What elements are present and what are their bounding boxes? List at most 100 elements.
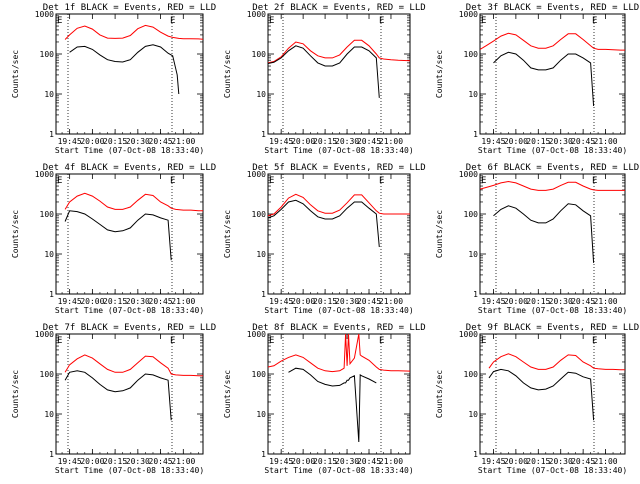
lld-series-line: [268, 39, 410, 64]
panel-title: Det 6f BLACK = Events, RED = LLD: [466, 163, 639, 173]
x-tick-label: 21:00: [379, 137, 403, 146]
y-tick-label: 100: [252, 50, 267, 59]
marker-label-left: E: [57, 176, 62, 186]
y-tick-label: 100: [40, 210, 55, 219]
y-tick-label: 1000: [459, 330, 478, 339]
panel-title: Det 4f BLACK = Events, RED = LLD: [43, 163, 216, 173]
x-axis-label: Start Time (07-Oct-08 18:33:40): [478, 146, 627, 155]
x-tick-label: 20:45: [357, 137, 381, 146]
marker-label-left: E: [269, 16, 274, 26]
y-tick-label: 100: [252, 370, 267, 379]
marker-label-right: E: [592, 16, 597, 26]
x-axis-label: Start Time (07-Oct-08 18:33:40): [478, 466, 627, 475]
y-axis-label: Counts/sec: [11, 370, 20, 418]
marker-label-left: E: [481, 336, 486, 346]
x-tick-label: 20:45: [149, 457, 173, 466]
y-tick-label: 1: [473, 450, 478, 459]
y-tick-label: 100: [464, 210, 479, 219]
lld-series-line: [488, 353, 625, 371]
detector-panel-1: Det 1f BLACK = Events, RED = LLD 1 10 100 10…: [11, 3, 216, 155]
y-tick-label: 1000: [459, 170, 478, 179]
x-tick-label: 20:15: [526, 457, 550, 466]
y-tick-label: 1: [49, 290, 54, 299]
marker-label-right: E: [379, 16, 384, 26]
x-tick-label: 20:00: [80, 457, 104, 466]
plot-frame: [479, 333, 626, 455]
x-tick-label: 20:30: [549, 137, 573, 146]
x-tick-label: 20:45: [571, 297, 595, 306]
x-tick-label: 19:45: [481, 137, 505, 146]
events-series-line: [493, 203, 595, 263]
y-tick-label: 1000: [247, 10, 266, 19]
x-tick-label: 20:30: [126, 457, 150, 466]
marker-label-right: E: [592, 336, 597, 346]
y-tick-label: 1000: [35, 170, 54, 179]
detector-panel-5: Det 5f BLACK = Events, RED = LLD 1 10 100 10…: [223, 163, 426, 315]
y-tick-label: 10: [468, 410, 478, 419]
y-tick-label: 100: [40, 50, 55, 59]
x-axis-label: Start Time (07-Oct-08 18:33:40): [264, 306, 413, 315]
panel-title: Det 5f BLACK = Events, RED = LLD: [252, 163, 425, 173]
x-tick-label: 20:15: [313, 297, 337, 306]
y-tick-label: 100: [464, 50, 479, 59]
x-tick-label: 20:45: [149, 297, 173, 306]
x-tick-label: 20:00: [504, 137, 528, 146]
x-axis-label: Start Time (07-Oct-08 18:33:40): [55, 146, 204, 155]
y-tick-label: 10: [468, 90, 478, 99]
detector-panel-3: Det 3f BLACK = Events, RED = LLD 1 10 100 10…: [435, 3, 639, 155]
x-tick-label: 20:00: [80, 297, 104, 306]
x-tick-label: 19:45: [269, 137, 293, 146]
marker-label-left: E: [57, 336, 62, 346]
detector-panel-9: Det 9f BLACK = Events, RED = LLD 1 10 100 10…: [435, 323, 639, 475]
panel-title: Det 7f BLACK = Events, RED = LLD: [43, 323, 216, 333]
panel-title: Det 9f BLACK = Events, RED = LLD: [466, 323, 639, 333]
x-tick-label: 20:15: [313, 457, 337, 466]
events-series-line: [64, 370, 172, 421]
x-tick-label: 21:00: [171, 137, 195, 146]
y-axis-label: Counts/sec: [223, 210, 232, 258]
y-tick-label: 1: [473, 130, 478, 139]
y-tick-label: 1: [261, 290, 266, 299]
y-tick-label: 1000: [247, 170, 266, 179]
events-series-line: [488, 368, 595, 421]
marker-label-left: E: [481, 176, 486, 186]
x-tick-label: 19:45: [481, 457, 505, 466]
x-tick-label: 19:45: [58, 457, 82, 466]
y-tick-label: 1: [261, 450, 266, 459]
x-axis-label: Start Time (07-Oct-08 18:33:40): [264, 466, 413, 475]
events-series-line: [268, 45, 380, 98]
detector-panel-8: Det 8f BLACK = Events, RED = LLD 1 10 100 10…: [223, 323, 426, 475]
lld-series-line: [64, 24, 203, 40]
x-tick-label: 20:30: [335, 457, 359, 466]
y-tick-label: 10: [256, 410, 266, 419]
marker-label-right: E: [170, 336, 175, 346]
x-tick-label: 19:45: [481, 297, 505, 306]
plot-frame: [267, 333, 411, 455]
x-tick-label: 20:45: [149, 137, 173, 146]
x-tick-label: 21:00: [594, 297, 618, 306]
x-axis-label: Start Time (07-Oct-08 18:33:40): [55, 306, 204, 315]
y-tick-label: 10: [256, 250, 266, 259]
marker-label-left: E: [481, 16, 486, 26]
lld-series-line: [268, 334, 410, 373]
y-axis-label: Counts/sec: [11, 210, 20, 258]
marker-label-right: E: [379, 176, 384, 186]
x-tick-label: 20:30: [126, 137, 150, 146]
detector-panel-2: Det 2f BLACK = Events, RED = LLD 1 10 100 10…: [223, 3, 426, 155]
events-series-line: [69, 44, 180, 95]
lld-series-line: [268, 193, 410, 217]
x-tick-label: 19:45: [58, 297, 82, 306]
x-axis-label: Start Time (07-Oct-08 18:33:40): [264, 146, 413, 155]
x-tick-label: 19:45: [269, 297, 293, 306]
x-tick-label: 20:00: [291, 137, 315, 146]
x-tick-label: 20:30: [126, 297, 150, 306]
y-axis-label: Counts/sec: [223, 50, 232, 98]
x-axis-label: Start Time (07-Oct-08 18:33:40): [55, 466, 204, 475]
plot-frame: [267, 13, 411, 135]
marker-label-right: E: [379, 336, 384, 346]
x-tick-label: 20:00: [291, 297, 315, 306]
detector-panel-6: Det 6f BLACK = Events, RED = LLD 1 10 100 10…: [435, 163, 639, 315]
x-tick-label: 20:30: [335, 297, 359, 306]
x-tick-label: 20:45: [357, 457, 381, 466]
